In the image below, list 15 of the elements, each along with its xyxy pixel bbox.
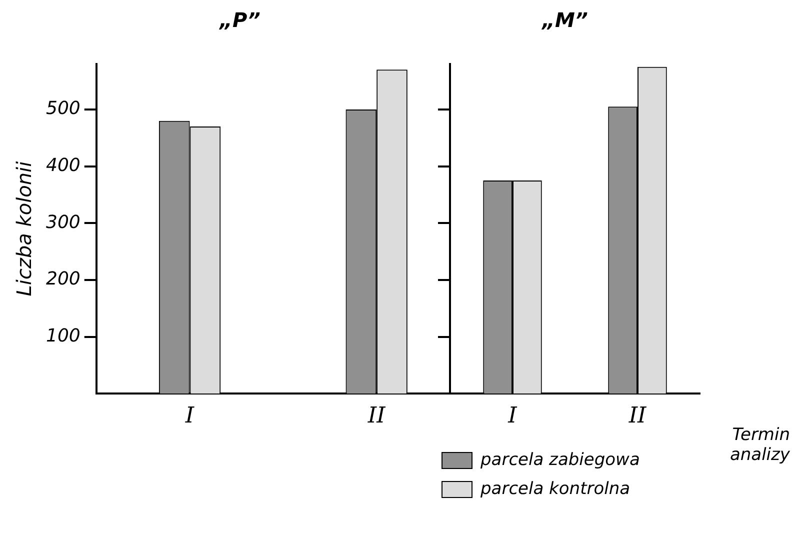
y-axis-title: Liczba kolonii xyxy=(12,160,36,296)
x-tick-label: II xyxy=(628,404,648,429)
y-tick-label: 100 xyxy=(46,325,80,346)
legend-label: parcela kontrolna xyxy=(480,478,630,499)
x-tick-label: II xyxy=(366,404,387,429)
y-tick-label: 400 xyxy=(46,154,80,176)
y-tick-label: 200 xyxy=(46,268,80,290)
x-axis-title: Termin analizy xyxy=(728,425,790,465)
legend-label: parcela zabiegowa xyxy=(480,450,640,470)
x-tick-label: I xyxy=(507,404,518,429)
y-tick-label: 500 xyxy=(46,98,80,120)
x-tick-label: I xyxy=(184,404,196,429)
y-tick-label: 300 xyxy=(46,212,80,233)
chart-title: „P” xyxy=(218,8,261,32)
chart-title: „M” xyxy=(541,8,588,32)
